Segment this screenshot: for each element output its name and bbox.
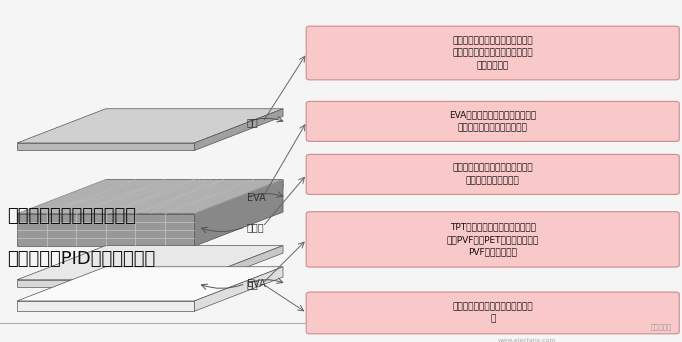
- Text: 电池片一电池组件的核心部件主要
成分为单晶硅、多晶硅: 电池片一电池组件的核心部件主要 成分为单晶硅、多晶硅: [452, 164, 533, 185]
- Polygon shape: [194, 267, 283, 311]
- Polygon shape: [17, 215, 194, 222]
- Polygon shape: [194, 181, 283, 222]
- Polygon shape: [194, 180, 283, 246]
- Text: www.elecfans.com: www.elecfans.com: [498, 338, 556, 342]
- Text: 只有了解了晶硅组件的构成: 只有了解了晶硅组件的构成: [7, 207, 136, 225]
- Text: ，才能理解PID效应的原因。: ，才能理解PID效应的原因。: [7, 250, 155, 268]
- Text: 边框一主要材质为金属铝，增加组
件: 边框一主要材质为金属铝，增加组 件: [452, 302, 533, 324]
- Polygon shape: [17, 181, 283, 215]
- FancyBboxPatch shape: [306, 292, 679, 334]
- Text: EVA: EVA: [247, 278, 265, 289]
- Polygon shape: [17, 280, 194, 287]
- Text: EVA: EVA: [247, 193, 265, 203]
- Polygon shape: [17, 301, 194, 311]
- Text: 电子发烧友: 电子发烧友: [651, 324, 672, 330]
- Polygon shape: [194, 109, 283, 150]
- Text: 电池片: 电池片: [247, 222, 265, 232]
- Polygon shape: [17, 109, 283, 143]
- Polygon shape: [17, 267, 283, 301]
- Polygon shape: [194, 246, 283, 287]
- Text: EVA一乙烯一醋酸乙烯共聚物，具
有耐水性、耐腐蚀性、保温性: EVA一乙烯一醋酸乙烯共聚物，具 有耐水性、耐腐蚀性、保温性: [449, 111, 536, 132]
- FancyBboxPatch shape: [306, 155, 679, 194]
- Text: 玻璃一主要成分二氧化硅，次要成
分有纯碱、石灰石、氧化镁、氧化
铝、芒硝、碳: 玻璃一主要成分二氧化硅，次要成 分有纯碱、石灰石、氧化镁、氧化 铝、芒硝、碳: [452, 36, 533, 70]
- Polygon shape: [17, 143, 194, 150]
- Polygon shape: [17, 214, 194, 246]
- Polygon shape: [17, 180, 283, 214]
- Text: 边框: 边框: [247, 279, 258, 289]
- Text: TPT一背板保护材料由聚氟乙烯薄
膜（PVF）一PET（聚酯薄膜）一
PVF三层薄膜构成: TPT一背板保护材料由聚氟乙烯薄 膜（PVF）一PET（聚酯薄膜）一 PVF三层…: [447, 222, 539, 256]
- FancyBboxPatch shape: [306, 101, 679, 142]
- Polygon shape: [17, 246, 283, 280]
- Text: 玻璃: 玻璃: [247, 117, 258, 128]
- FancyBboxPatch shape: [306, 212, 679, 267]
- FancyBboxPatch shape: [306, 26, 679, 80]
